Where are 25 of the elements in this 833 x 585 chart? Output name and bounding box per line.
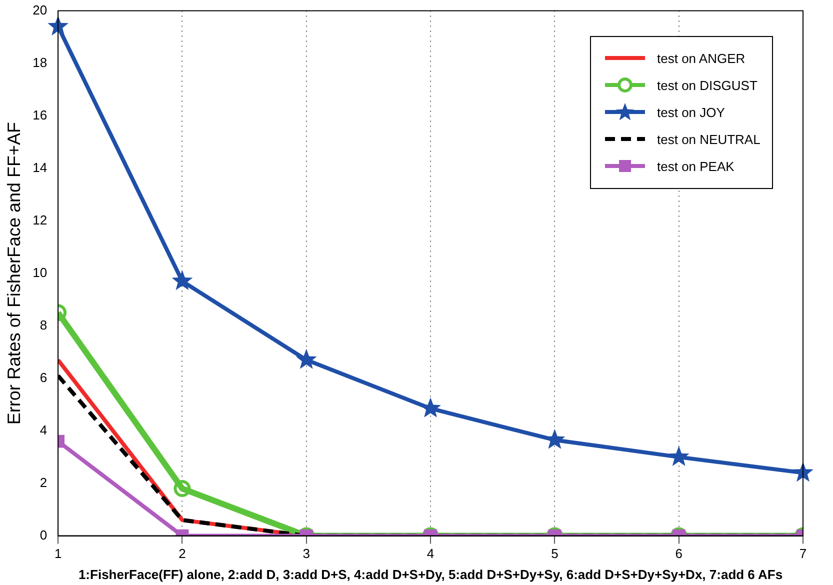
y-tick-label: 4 — [40, 422, 48, 438]
y-tick-label: 0 — [40, 527, 48, 542]
x-tick-label: 3 — [302, 546, 310, 562]
y-tick-label: 10 — [32, 264, 48, 280]
legend-label: test on ANGER — [657, 50, 746, 66]
x-tick-label: 6 — [675, 546, 682, 562]
legend-label: test on NEUTRAL — [657, 132, 760, 147]
x-tick-label: 4 — [426, 546, 434, 562]
y-tick-label: 6 — [40, 370, 48, 385]
x-tick-label: 2 — [178, 546, 186, 562]
x-tick-label: 5 — [551, 546, 558, 562]
y-tick-label: 20 — [32, 2, 48, 18]
x-tick-label: 7 — [799, 546, 807, 562]
y-tick-label: 2 — [40, 474, 48, 490]
x-axis-title: 1:FisherFace(FF) alone, 2:add D, 3:add D+S, 4:add D+S+Dy, 5:add D+S+Dy+Sy, 6:add D+S+Dy+Sy+Dx, 7:add 6 AFs — [78, 566, 783, 582]
y-axis-title: Error Rates of FisherFace and FF+AF — [4, 122, 24, 425]
legend-label: test on DISGUST — [657, 78, 758, 93]
y-tick-label: 8 — [40, 317, 48, 332]
y-tick-label: 12 — [32, 212, 48, 228]
y-tick-label: 18 — [32, 54, 48, 70]
y-tick-label: 14 — [32, 160, 48, 175]
x-tick-label: 1 — [54, 546, 62, 562]
y-tick-label: 16 — [32, 107, 48, 122]
legend-label: test on JOY — [657, 104, 725, 120]
legend-label: test on PEAK — [657, 158, 734, 174]
